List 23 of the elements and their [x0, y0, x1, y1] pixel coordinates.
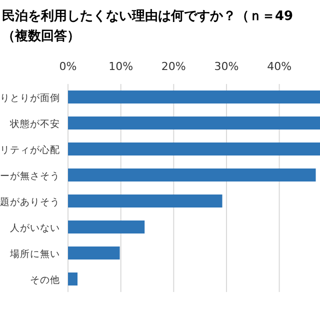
y-tick-label: ーが無さそう	[0, 170, 60, 182]
bar	[68, 272, 78, 286]
x-tick-label: 10%	[108, 60, 134, 73]
y-tick-label: 題がありそう	[0, 197, 60, 208]
bar	[68, 168, 316, 182]
y-tick-label: その他	[30, 274, 60, 286]
x-tick-label: 20%	[161, 60, 186, 73]
x-tick-label: 40%	[267, 60, 292, 73]
bar	[68, 194, 222, 208]
chart-subtitle: （複数回答）	[2, 28, 80, 44]
bar	[68, 220, 145, 234]
x-tick-label: 30%	[214, 60, 239, 73]
bar	[68, 116, 320, 130]
y-tick-label: リティが心配	[0, 144, 60, 156]
chart-title: 民泊を利用したくない理由は何ですか？（ｎ＝49	[2, 8, 294, 24]
y-tick-label: 状態が不安	[9, 118, 60, 130]
y-tick-label: 人がいない	[10, 223, 60, 234]
bar	[68, 246, 120, 260]
y-tick-label: 場所に無い	[9, 248, 60, 260]
y-tick-label: りとりが面倒	[0, 93, 60, 104]
bar	[68, 90, 320, 104]
bar	[68, 142, 320, 156]
x-tick-label: 0%	[59, 60, 77, 73]
